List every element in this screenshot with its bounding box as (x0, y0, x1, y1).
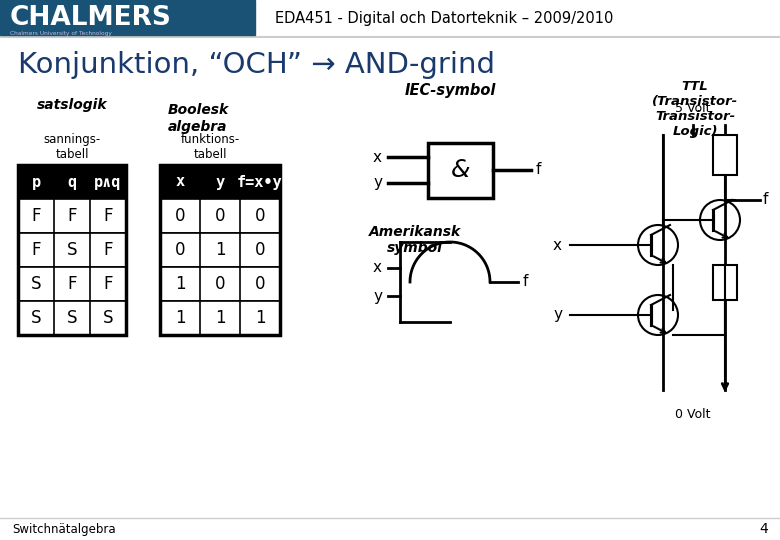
Text: 1: 1 (175, 309, 186, 327)
Text: 0: 0 (175, 207, 186, 225)
Bar (18, 301, 126, 335)
Bar (160, 199, 280, 233)
Text: IEC-symbol: IEC-symbol (404, 83, 495, 98)
Text: f=x•y: f=x•y (237, 174, 283, 190)
Text: p∧q: p∧q (94, 174, 122, 190)
Text: 0: 0 (255, 275, 265, 293)
Text: 0 Volt: 0 Volt (675, 408, 711, 421)
Text: x: x (373, 260, 382, 275)
Text: y: y (373, 288, 382, 303)
Text: F: F (31, 241, 41, 259)
Text: S: S (30, 275, 41, 293)
Text: y: y (553, 307, 562, 322)
Text: 0: 0 (255, 207, 265, 225)
Bar (428, 143, 493, 198)
Text: 1: 1 (255, 309, 265, 327)
Text: 0: 0 (255, 241, 265, 259)
Text: S: S (103, 309, 113, 327)
Text: 0: 0 (215, 275, 225, 293)
Text: F: F (103, 207, 113, 225)
Text: y: y (373, 176, 382, 191)
Text: F: F (67, 275, 76, 293)
Text: q: q (67, 174, 76, 190)
Text: S: S (30, 309, 41, 327)
Text: x: x (176, 174, 185, 190)
Bar (18, 267, 126, 301)
Text: 5 Volt: 5 Volt (675, 102, 711, 115)
Text: 1: 1 (215, 241, 225, 259)
Text: &: & (451, 158, 470, 182)
Bar (160, 165, 280, 199)
Text: x: x (373, 150, 382, 165)
Bar (160, 301, 280, 335)
Text: 0: 0 (215, 207, 225, 225)
Text: Amerikansk
symbol: Amerikansk symbol (369, 225, 461, 255)
Text: F: F (67, 207, 76, 225)
Text: 4: 4 (759, 522, 768, 536)
Text: f: f (523, 274, 528, 289)
Bar (160, 233, 280, 267)
Bar (18, 199, 126, 233)
Bar (160, 267, 280, 301)
Text: TTL
(Transistor-
Transistor-
Logic): TTL (Transistor- Transistor- Logic) (652, 80, 738, 138)
Bar (18, 233, 126, 267)
Bar (18, 165, 126, 335)
Text: funktions-
tabell: funktions- tabell (180, 133, 239, 161)
Text: p: p (31, 174, 41, 190)
Text: Konjunktion, “OCH” → AND-grind: Konjunktion, “OCH” → AND-grind (18, 51, 495, 79)
Text: y: y (215, 174, 225, 190)
Text: Switchnätalgebra: Switchnätalgebra (12, 523, 115, 536)
Text: satslogik: satslogik (37, 98, 108, 112)
Bar (160, 165, 280, 335)
Text: S: S (67, 241, 77, 259)
Text: Chalmers University of Technology: Chalmers University of Technology (10, 30, 112, 36)
Text: sannings-
tabell: sannings- tabell (44, 133, 101, 161)
Text: EDA451 - Digital och Datorteknik – 2009/2010: EDA451 - Digital och Datorteknik – 2009/… (275, 10, 613, 25)
Text: 1: 1 (175, 275, 186, 293)
Text: 0: 0 (175, 241, 186, 259)
Text: 1: 1 (215, 309, 225, 327)
Bar (0, 0, 255, 35)
Text: f: f (536, 163, 541, 178)
Bar (713, 265, 737, 300)
Text: f: f (763, 192, 768, 207)
Text: S: S (67, 309, 77, 327)
Bar (18, 165, 126, 199)
Text: F: F (103, 241, 113, 259)
Text: CHALMERS: CHALMERS (10, 5, 172, 31)
Text: F: F (103, 275, 113, 293)
Bar (713, 135, 737, 175)
Text: x: x (553, 238, 562, 253)
Text: F: F (31, 207, 41, 225)
Text: Boolesk
algebra: Boolesk algebra (168, 103, 229, 134)
